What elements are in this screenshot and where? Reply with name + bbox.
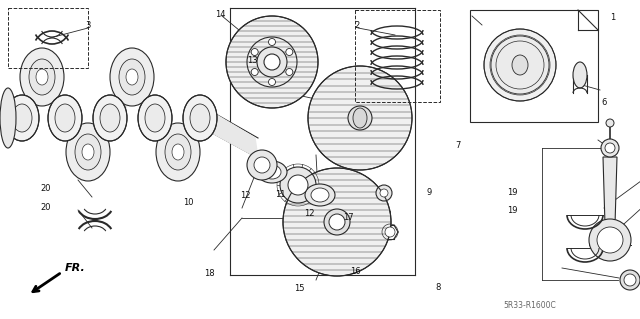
Circle shape [620, 270, 640, 290]
Bar [355, 10, 440, 102]
Polygon shape [57, 113, 96, 157]
Ellipse shape [512, 55, 528, 75]
Ellipse shape [589, 219, 631, 261]
Ellipse shape [311, 188, 329, 202]
Text: 5R33-R1600C: 5R33-R1600C [504, 301, 556, 310]
Circle shape [329, 214, 345, 230]
Ellipse shape [82, 144, 94, 160]
Ellipse shape [110, 48, 154, 106]
Text: 12: 12 [241, 191, 251, 200]
Circle shape [288, 175, 308, 195]
Ellipse shape [283, 168, 391, 276]
Ellipse shape [119, 59, 145, 95]
Ellipse shape [48, 95, 82, 141]
Ellipse shape [12, 104, 32, 132]
Polygon shape [102, 72, 140, 123]
Ellipse shape [257, 161, 287, 183]
Text: 19: 19 [507, 206, 517, 215]
Text: 12: 12 [305, 209, 315, 218]
Circle shape [269, 39, 275, 46]
Ellipse shape [145, 104, 165, 132]
Ellipse shape [29, 59, 55, 95]
Text: 6: 6 [602, 98, 607, 107]
Ellipse shape [0, 88, 16, 148]
Circle shape [251, 48, 258, 56]
Circle shape [380, 189, 388, 197]
Ellipse shape [183, 95, 217, 141]
Ellipse shape [165, 134, 191, 170]
Text: 16: 16 [351, 267, 361, 276]
Ellipse shape [5, 95, 39, 141]
Text: 18: 18 [204, 269, 214, 278]
Circle shape [624, 274, 636, 286]
Circle shape [247, 150, 277, 180]
Text: 14: 14 [216, 11, 226, 19]
Ellipse shape [138, 95, 172, 141]
Ellipse shape [66, 123, 110, 181]
Circle shape [254, 157, 270, 173]
Ellipse shape [305, 184, 335, 206]
Circle shape [269, 78, 275, 85]
Text: 9: 9 [426, 189, 431, 197]
Text: 15: 15 [294, 284, 305, 293]
Text: 20: 20 [41, 184, 51, 193]
Ellipse shape [20, 48, 64, 106]
Polygon shape [14, 72, 50, 123]
Ellipse shape [308, 66, 412, 170]
Ellipse shape [100, 104, 120, 132]
Text: 13: 13 [247, 56, 257, 65]
Ellipse shape [348, 106, 372, 130]
Text: 8: 8 [436, 283, 441, 292]
Ellipse shape [573, 62, 587, 88]
Text: 7: 7 [455, 141, 460, 150]
Ellipse shape [156, 123, 200, 181]
Polygon shape [200, 105, 258, 158]
Ellipse shape [263, 165, 281, 179]
Ellipse shape [55, 104, 75, 132]
Ellipse shape [36, 69, 48, 85]
Text: 11: 11 [275, 190, 285, 199]
Text: 10: 10 [184, 198, 194, 207]
Text: 20: 20 [41, 204, 51, 212]
Circle shape [264, 54, 280, 70]
Circle shape [376, 185, 392, 201]
Text: 3: 3 [86, 21, 91, 30]
Ellipse shape [226, 16, 318, 108]
Polygon shape [147, 113, 186, 157]
Ellipse shape [75, 134, 101, 170]
Circle shape [286, 69, 293, 76]
Ellipse shape [93, 95, 127, 141]
Bar [470, 10, 598, 122]
Ellipse shape [172, 144, 184, 160]
Text: 19: 19 [507, 189, 517, 197]
Bar [8, 8, 88, 68]
Ellipse shape [605, 143, 615, 153]
Circle shape [385, 227, 395, 237]
Text: 1: 1 [611, 13, 616, 22]
Ellipse shape [597, 227, 623, 253]
Circle shape [251, 69, 258, 76]
Text: 2: 2 [355, 21, 360, 30]
Circle shape [280, 167, 316, 203]
Polygon shape [603, 157, 617, 225]
Ellipse shape [190, 104, 210, 132]
Ellipse shape [324, 209, 350, 235]
Text: FR.: FR. [65, 263, 86, 273]
Ellipse shape [257, 47, 287, 77]
Ellipse shape [126, 69, 138, 85]
Circle shape [606, 119, 614, 127]
Ellipse shape [491, 36, 549, 94]
Ellipse shape [601, 139, 619, 157]
Text: 17: 17 [344, 213, 354, 222]
Circle shape [286, 48, 293, 56]
Ellipse shape [353, 108, 367, 128]
Ellipse shape [484, 29, 556, 101]
